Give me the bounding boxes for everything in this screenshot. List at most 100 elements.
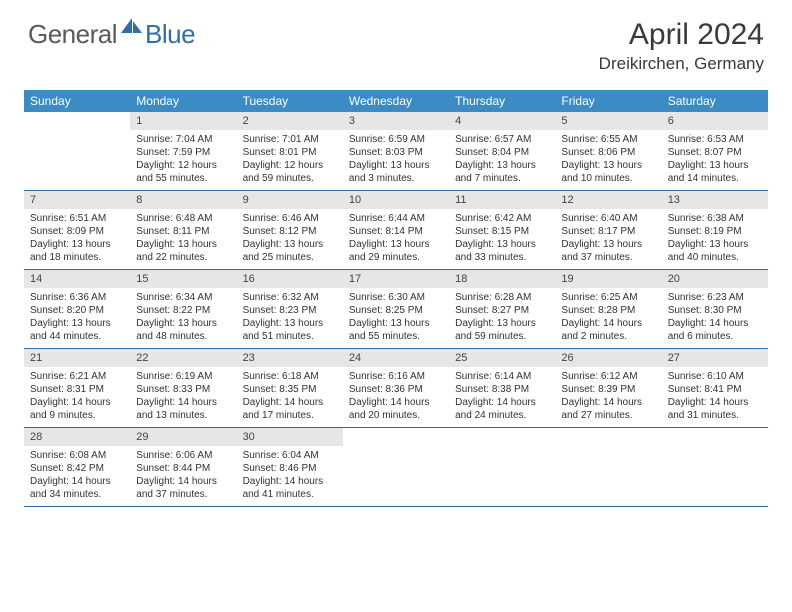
sunrise-text: Sunrise: 6:38 AM [668, 212, 762, 225]
day-number: 7 [24, 191, 130, 209]
day-number: 15 [130, 270, 236, 288]
sunrise-text: Sunrise: 7:04 AM [136, 133, 230, 146]
sunrise-text: Sunrise: 6:04 AM [243, 449, 337, 462]
day-cell: 11 Sunrise: 6:42 AMSunset: 8:15 PMDayligh… [449, 191, 555, 269]
month-title: April 2024 [599, 18, 764, 52]
daylight-text: Daylight: 13 hours and 37 minutes. [561, 238, 655, 264]
sunrise-text: Sunrise: 6:40 AM [561, 212, 655, 225]
day-number: 9 [237, 191, 343, 209]
daylight-text: Daylight: 14 hours and 41 minutes. [243, 475, 337, 501]
day-number: 25 [449, 349, 555, 367]
day-number: 1 [130, 112, 236, 130]
sunrise-text: Sunrise: 6:34 AM [136, 291, 230, 304]
day-cell: 14Sunrise: 6:36 AMSunset: 8:20 PMDayligh… [24, 270, 130, 348]
sunset-text: Sunset: 8:31 PM [30, 383, 124, 396]
sunset-text: Sunset: 8:17 PM [561, 225, 655, 238]
day-number: 13 [662, 191, 768, 209]
day-cell: 9Sunrise: 6:46 AMSunset: 8:12 PMDaylight… [237, 191, 343, 269]
sunset-text: Sunset: 8:41 PM [668, 383, 762, 396]
day-body: Sunrise: 6:40 AMSunset: 8:17 PMDaylight:… [555, 209, 661, 268]
daylight-text: Daylight: 13 hours and 48 minutes. [136, 317, 230, 343]
daylight-text: Daylight: 14 hours and 2 minutes. [561, 317, 655, 343]
day-cell: 1Sunrise: 7:04 AMSunset: 7:59 PMDaylight… [130, 112, 236, 190]
daylight-text: Daylight: 13 hours and 44 minutes. [30, 317, 124, 343]
day-body: Sunrise: 6:59 AMSunset: 8:03 PMDaylight:… [343, 130, 449, 189]
daylight-text: Daylight: 14 hours and 37 minutes. [136, 475, 230, 501]
sunset-text: Sunset: 8:15 PM [455, 225, 549, 238]
daylight-text: Daylight: 14 hours and 20 minutes. [349, 396, 443, 422]
sunrise-text: Sunrise: 6:28 AM [455, 291, 549, 304]
day-number: 30 [237, 428, 343, 446]
sunset-text: Sunset: 8:46 PM [243, 462, 337, 475]
daylight-text: Daylight: 13 hours and 7 minutes. [455, 159, 549, 185]
sunrise-text: Sunrise: 6:18 AM [243, 370, 337, 383]
title-block: April 2024 Dreikirchen, Germany [599, 18, 764, 74]
daylight-text: Daylight: 13 hours and 55 minutes. [349, 317, 443, 343]
day-cell-blank [24, 112, 130, 190]
sunrise-text: Sunrise: 6:36 AM [30, 291, 124, 304]
day-cell: 19Sunrise: 6:25 AMSunset: 8:28 PMDayligh… [555, 270, 661, 348]
day-number: 19 [555, 270, 661, 288]
day-cell: 4Sunrise: 6:57 AMSunset: 8:04 PMDaylight… [449, 112, 555, 190]
logo: General Blue [28, 18, 195, 51]
sunset-text: Sunset: 8:39 PM [561, 383, 655, 396]
day-body: Sunrise: 6:55 AMSunset: 8:06 PMDaylight:… [555, 130, 661, 189]
sunrise-text: Sunrise: 6:23 AM [668, 291, 762, 304]
day-number: 10 [343, 191, 449, 209]
day-cell: 25Sunrise: 6:14 AMSunset: 8:38 PMDayligh… [449, 349, 555, 427]
day-cell-blank [449, 428, 555, 506]
day-body: Sunrise: 6:48 AMSunset: 8:11 PMDaylight:… [130, 209, 236, 268]
day-cell: 28Sunrise: 6:08 AMSunset: 8:42 PMDayligh… [24, 428, 130, 506]
day-cell: 8Sunrise: 6:48 AMSunset: 8:11 PMDaylight… [130, 191, 236, 269]
day-number: 6 [662, 112, 768, 130]
day-body: Sunrise: 6:04 AMSunset: 8:46 PMDaylight:… [237, 446, 343, 505]
day-number: 21 [24, 349, 130, 367]
daylight-text: Daylight: 13 hours and 33 minutes. [455, 238, 549, 264]
day-body: Sunrise: 7:01 AMSunset: 8:01 PMDaylight:… [237, 130, 343, 189]
day-number: 5 [555, 112, 661, 130]
weekday-friday: Friday [555, 90, 661, 112]
daylight-text: Daylight: 14 hours and 6 minutes. [668, 317, 762, 343]
sunset-text: Sunset: 8:36 PM [349, 383, 443, 396]
sunrise-text: Sunrise: 6:46 AM [243, 212, 337, 225]
week-row: 14Sunrise: 6:36 AMSunset: 8:20 PMDayligh… [24, 270, 768, 349]
day-number: 12 [555, 191, 661, 209]
week-row: 21Sunrise: 6:21 AMSunset: 8:31 PMDayligh… [24, 349, 768, 428]
day-number: 16 [237, 270, 343, 288]
day-body: Sunrise: 6:23 AMSunset: 8:30 PMDaylight:… [662, 288, 768, 347]
week-row: 7Sunrise: 6:51 AMSunset: 8:09 PMDaylight… [24, 191, 768, 270]
day-cell: 24 Sunrise: 6:16 AMSunset: 8:36 PMDayligh… [343, 349, 449, 427]
sunrise-text: Sunrise: 6:12 AM [561, 370, 655, 383]
day-number: 17 [343, 270, 449, 288]
daylight-text: Daylight: 13 hours and 14 minutes. [668, 159, 762, 185]
sunrise-text: Sunrise: 6:06 AM [136, 449, 230, 462]
daylight-text: Daylight: 12 hours and 55 minutes. [136, 159, 230, 185]
day-body: Sunrise: 7:04 AMSunset: 7:59 PMDaylight:… [130, 130, 236, 189]
day-body: Sunrise: 6:12 AMSunset: 8:39 PMDaylight:… [555, 367, 661, 426]
sunrise-text: Sunrise: 6:21 AM [30, 370, 124, 383]
header: General Blue April 2024 Dreikirchen, Ger… [0, 0, 792, 84]
daylight-text: Daylight: 13 hours and 29 minutes. [349, 238, 443, 264]
weeks-container: 1Sunrise: 7:04 AMSunset: 7:59 PMDaylight… [24, 112, 768, 507]
sunset-text: Sunset: 8:23 PM [243, 304, 337, 317]
sunrise-text: Sunrise: 6:42 AM [455, 212, 549, 225]
day-cell: 23Sunrise: 6:18 AMSunset: 8:35 PMDayligh… [237, 349, 343, 427]
day-body: Sunrise: 6:36 AMSunset: 8:20 PMDaylight:… [24, 288, 130, 347]
sunset-text: Sunset: 8:03 PM [349, 146, 443, 159]
sunrise-text: Sunrise: 6:16 AM [349, 370, 443, 383]
day-cell: 27Sunrise: 6:10 AMSunset: 8:41 PMDayligh… [662, 349, 768, 427]
daylight-text: Daylight: 14 hours and 31 minutes. [668, 396, 762, 422]
weekday-sunday: Sunday [24, 90, 130, 112]
day-number: 3 [343, 112, 449, 130]
day-body: Sunrise: 6:57 AMSunset: 8:04 PMDaylight:… [449, 130, 555, 189]
day-number: 11 [449, 191, 555, 209]
day-body: Sunrise: 6:18 AMSunset: 8:35 PMDaylight:… [237, 367, 343, 426]
daylight-text: Daylight: 14 hours and 9 minutes. [30, 396, 124, 422]
day-body: Sunrise: 6:38 AMSunset: 8:19 PMDaylight:… [662, 209, 768, 268]
day-body: Sunrise: 6:06 AMSunset: 8:44 PMDaylight:… [130, 446, 236, 505]
day-number: 24 [343, 349, 449, 367]
daylight-text: Daylight: 13 hours and 40 minutes. [668, 238, 762, 264]
sunset-text: Sunset: 8:14 PM [349, 225, 443, 238]
day-number: 28 [24, 428, 130, 446]
sunset-text: Sunset: 8:19 PM [668, 225, 762, 238]
